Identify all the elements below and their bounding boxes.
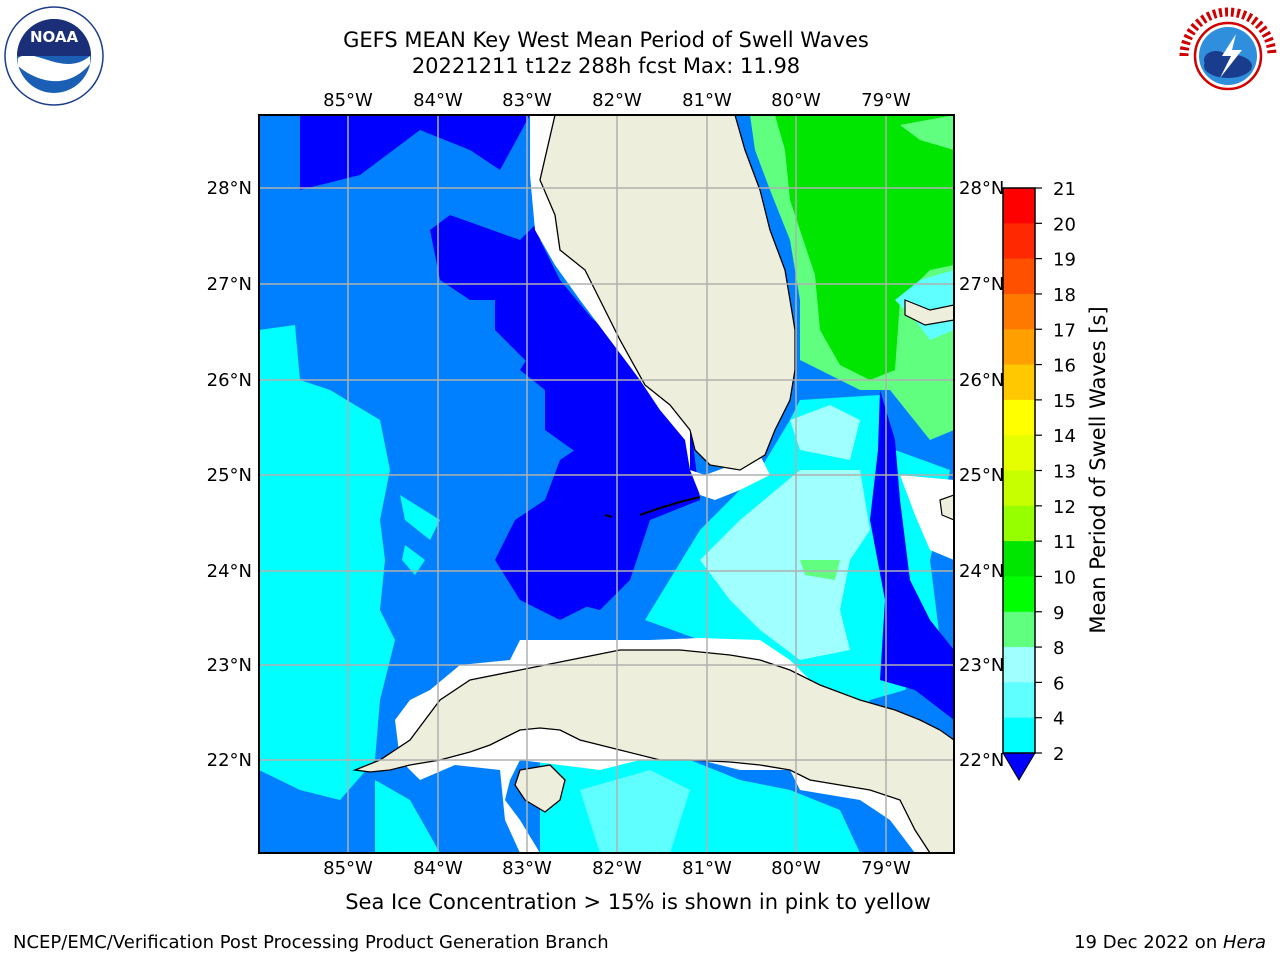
colorbar-tick-label: 8 (1053, 638, 1064, 659)
map-plot-area (259, 115, 954, 853)
lon-label-bottom: 83°W (502, 858, 552, 879)
colorbar-tick-label: 20 (1053, 214, 1076, 235)
colorbar-swatch (1003, 682, 1035, 719)
lon-label-bottom: 85°W (323, 858, 373, 879)
nws-logo (1178, 6, 1278, 106)
bahamas-land (904, 299, 954, 326)
colorbar-swatch (1003, 293, 1035, 330)
footer-credit: NCEP/EMC/Verification Post Processing Pr… (13, 932, 609, 953)
noaa-logo: NOAA (4, 6, 104, 106)
colorbar-swatch (1003, 223, 1035, 260)
sea-ice-caption: Sea Ice Concentration > 15% is shown in … (345, 890, 931, 914)
footer-date-text: 19 Dec 2022 on (1074, 932, 1223, 953)
lat-label-left: 24°N (207, 561, 252, 582)
map-title: GEFS MEAN Key West Mean Period of Swell … (343, 28, 869, 52)
lon-label-top: 85°W (323, 90, 373, 111)
lon-label-top: 82°W (592, 90, 642, 111)
colorbar-swatch (1003, 576, 1035, 613)
florida-land (539, 115, 796, 471)
map-gridlines (259, 115, 954, 853)
colorbar-swatch (1003, 647, 1035, 683)
lon-label-top: 80°W (771, 90, 821, 111)
lat-label-right: 25°N (959, 465, 1004, 486)
lat-label-left: 27°N (207, 274, 252, 295)
lat-label-right: 27°N (959, 274, 1004, 295)
colorbar-tick-label: 15 (1053, 391, 1076, 412)
lat-label-right: 28°N (959, 178, 1004, 199)
colorbar-extend-arrow (1002, 752, 1036, 781)
lon-label-top: 83°W (502, 90, 552, 111)
lat-label-right: 24°N (959, 561, 1004, 582)
footer-host: Hera (1222, 932, 1266, 953)
colorbar-label: Mean Period of Swell Waves [s] (1086, 306, 1110, 633)
map-frame (258, 114, 955, 854)
lon-label-bottom: 79°W (861, 858, 911, 879)
colorbar-tick-label: 9 (1053, 603, 1064, 624)
map-subtitle: 20221211 t12z 288h fcst Max: 11.98 (411, 54, 801, 78)
noaa-logo-text: NOAA (30, 28, 79, 46)
colorbar-swatch (1003, 435, 1035, 471)
colorbar-tick-label: 13 (1053, 462, 1076, 483)
colorbar-tick-label: 18 (1053, 285, 1076, 306)
colorbar-swatch (1003, 329, 1035, 366)
lon-label-top: 79°W (861, 90, 911, 111)
colorbar-swatch (1003, 188, 1035, 224)
lon-label-bottom: 80°W (771, 858, 821, 879)
lon-label-bottom: 82°W (592, 858, 642, 879)
lat-label-right: 23°N (959, 655, 1004, 676)
lat-label-left: 25°N (207, 465, 252, 486)
lat-label-left: 22°N (207, 750, 252, 771)
lat-label-right: 26°N (959, 370, 1004, 391)
colorbar-tick-label: 4 (1053, 709, 1064, 730)
colorbar-tick-label: 12 (1053, 497, 1076, 518)
colorbar-swatch (1003, 717, 1035, 754)
lat-label-right: 22°N (959, 750, 1004, 771)
cuba-land (352, 649, 954, 853)
colorbar-tick-label: 16 (1053, 356, 1076, 377)
colorbar-tick-label: 2 (1053, 744, 1064, 765)
colorbar-tick-label: 14 (1053, 426, 1076, 447)
colorbar-tick-label: 21 (1053, 179, 1076, 200)
colorbar-swatch (1003, 611, 1035, 648)
ocean-6-8s-band (259, 325, 395, 800)
lat-label-left: 23°N (207, 655, 252, 676)
lat-label-left: 28°N (207, 178, 252, 199)
colorbar-swatch (1003, 470, 1035, 507)
ocean-8-9s-band (700, 470, 870, 660)
colorbar-swatch (1003, 505, 1035, 542)
colorbar-tick-label: 6 (1053, 673, 1064, 694)
lon-label-bottom: 84°W (413, 858, 463, 879)
lon-label-bottom: 81°W (682, 858, 732, 879)
colorbar-swatch (1003, 364, 1035, 401)
ocean-10-11s-band (775, 115, 954, 380)
colorbar-tick-label: 19 (1053, 250, 1076, 271)
florida-keys (639, 496, 701, 516)
lon-label-top: 84°W (413, 90, 463, 111)
colorbar: 21 20 19 18 17 16 15 14 13 12 11 10 9 8 6 4 2 Mean Perio… (1002, 179, 1110, 781)
colorbar-swatch (1003, 258, 1035, 295)
colorbar-tick-label: 11 (1053, 532, 1076, 553)
colorbar-tick-label: 17 (1053, 320, 1076, 341)
colorbar-swatch (1003, 541, 1035, 577)
colorbar-tick-label: 10 (1053, 567, 1076, 588)
lon-label-top: 81°W (682, 90, 732, 111)
footer-date: 19 Dec 2022 on Hera (1074, 932, 1266, 953)
lat-label-left: 26°N (207, 370, 252, 391)
colorbar-swatch (1003, 399, 1035, 436)
